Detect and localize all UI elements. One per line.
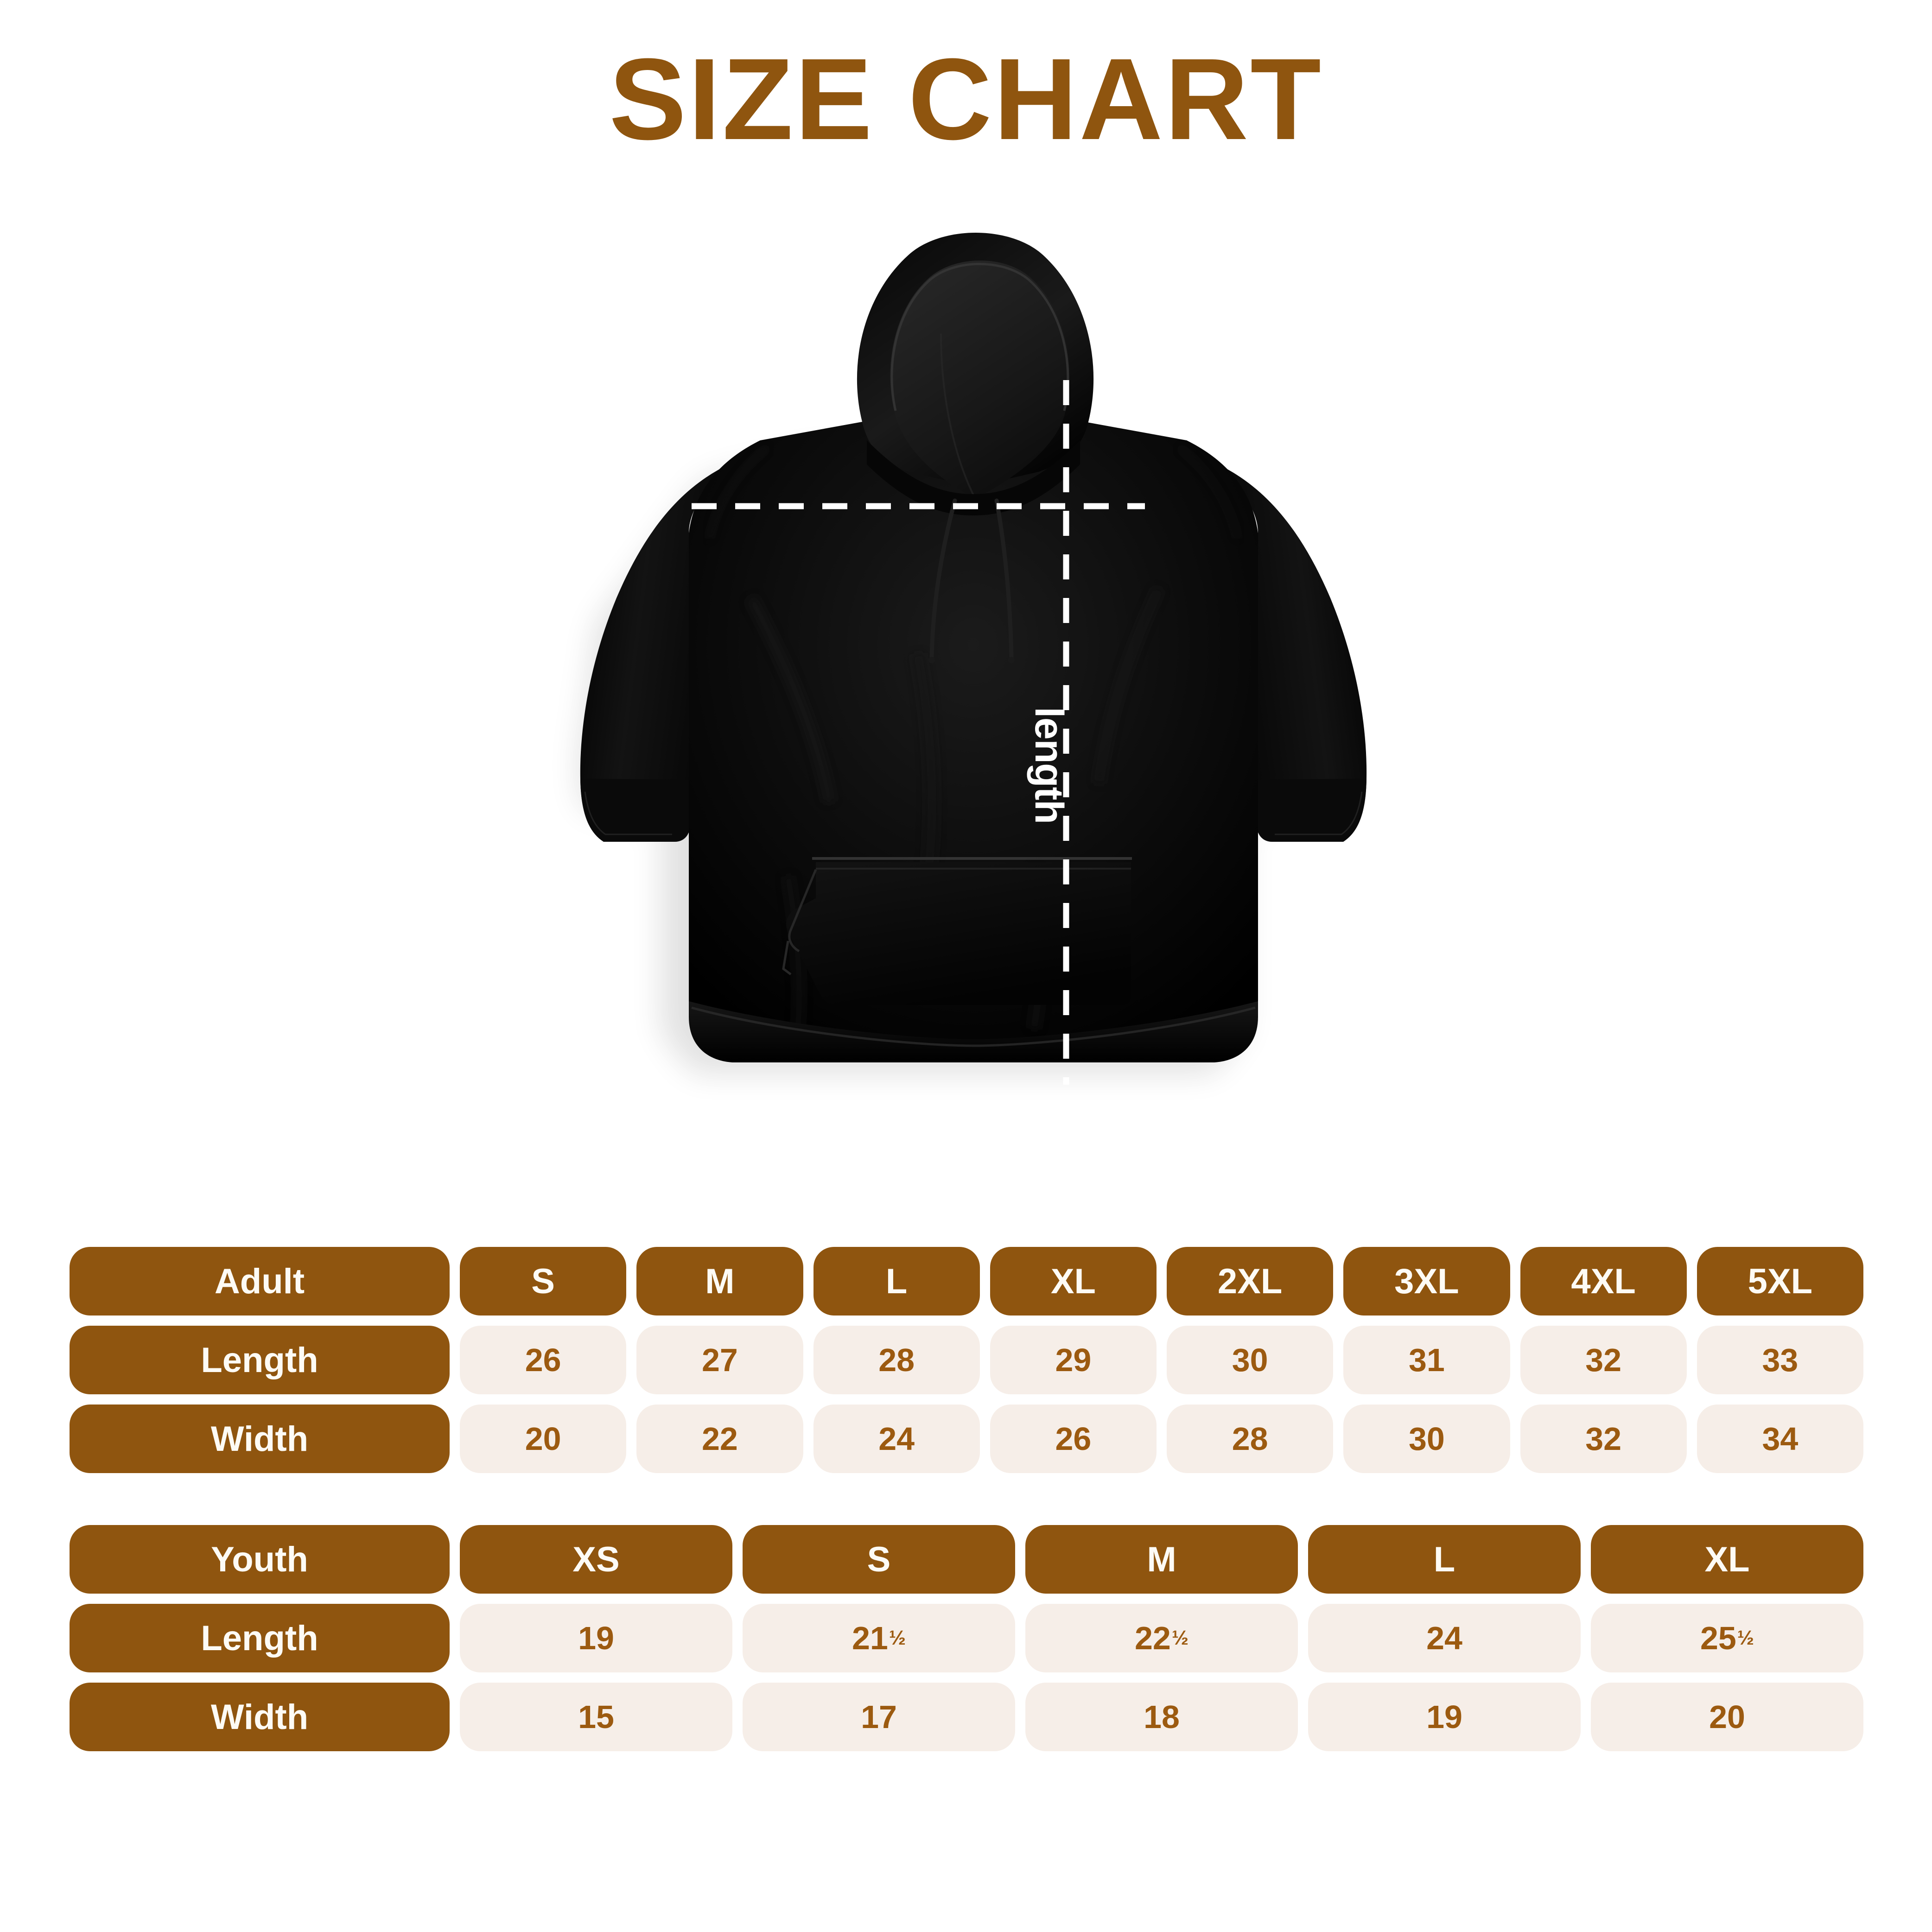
youth-column-s: S <box>743 1525 1015 1594</box>
youth-column-xs: XS <box>460 1525 732 1594</box>
adult-width-row: Width 20 22 24 26 28 30 32 34 <box>70 1405 1863 1473</box>
adult-width-4xl: 32 <box>1520 1405 1687 1473</box>
youth-width-l: 19 <box>1308 1683 1581 1751</box>
hoodie-left-cuff <box>580 779 691 842</box>
youth-column-xl: XL <box>1591 1525 1863 1594</box>
youth-width-s: 17 <box>743 1683 1015 1751</box>
adult-table-label: Adult <box>70 1247 450 1316</box>
youth-header-row: Youth XS S M L XL <box>70 1525 1863 1594</box>
adult-width-s: 20 <box>460 1405 627 1473</box>
adult-width-xl: 26 <box>990 1405 1157 1473</box>
adult-length-xl: 29 <box>990 1326 1157 1394</box>
hoodie-right-cuff <box>1256 779 1366 842</box>
hoodie-hood-lining <box>890 261 1070 499</box>
hoodie-graphic <box>580 233 1367 1085</box>
hoodie-hem <box>689 1001 1258 1062</box>
size-tables: Adult S M L XL 2XL 3XL 4XL 5XL Length 26… <box>70 1247 1863 1751</box>
adult-header-row: Adult S M L XL 2XL 3XL 4XL 5XL <box>70 1247 1863 1316</box>
adult-width-5xl: 34 <box>1697 1405 1863 1473</box>
youth-length-xl: 25 ½ <box>1591 1604 1863 1672</box>
adult-column-4xl: 4XL <box>1520 1247 1687 1316</box>
adult-column-m: M <box>636 1247 803 1316</box>
youth-width-label: Width <box>70 1683 450 1751</box>
adult-length-m: 27 <box>636 1326 803 1394</box>
youth-length-l: 24 <box>1308 1604 1581 1672</box>
width-measure-label: width <box>756 299 858 344</box>
youth-length-s: 21 ½ <box>743 1604 1015 1672</box>
adult-column-3xl: 3XL <box>1343 1247 1510 1316</box>
adult-length-3xl: 31 <box>1343 1326 1510 1394</box>
adult-width-label: Width <box>70 1405 450 1473</box>
adult-length-4xl: 32 <box>1520 1326 1687 1394</box>
adult-length-label: Length <box>70 1326 450 1394</box>
adult-length-2xl: 30 <box>1167 1326 1334 1394</box>
youth-width-row: Width 15 17 18 19 20 <box>70 1683 1863 1751</box>
page-title: SIZE CHART <box>609 34 1323 164</box>
youth-width-xs: 15 <box>460 1683 732 1751</box>
adult-width-m: 22 <box>636 1405 803 1473</box>
adult-column-s: S <box>460 1247 627 1316</box>
youth-column-m: M <box>1025 1525 1298 1594</box>
hoodie-left-sleeve <box>580 459 742 839</box>
adult-column-5xl: 5XL <box>1697 1247 1863 1316</box>
youth-width-m: 18 <box>1025 1683 1298 1751</box>
adult-length-s: 26 <box>460 1326 627 1394</box>
youth-table-label: Youth <box>70 1525 450 1594</box>
youth-length-m: 22 ½ <box>1025 1604 1298 1672</box>
adult-column-l: L <box>813 1247 980 1316</box>
adult-width-2xl: 28 <box>1167 1405 1334 1473</box>
youth-length-xs: 19 <box>460 1604 732 1672</box>
adult-width-l: 24 <box>813 1405 980 1473</box>
youth-size-table: Youth XS S M L XL Length 19 21 ½ 22 ½ 24 2… <box>70 1525 1863 1751</box>
adult-width-3xl: 30 <box>1343 1405 1510 1473</box>
length-measure-label: length <box>1027 707 1071 824</box>
youth-width-xl: 20 <box>1591 1683 1863 1751</box>
hoodie-right-sleeve <box>1205 459 1367 839</box>
hoodie-illustration: width length <box>464 181 1483 1210</box>
adult-length-5xl: 33 <box>1697 1326 1863 1394</box>
youth-length-row: Length 19 21 ½ 22 ½ 24 25 ½ <box>70 1604 1863 1672</box>
adult-length-l: 28 <box>813 1326 980 1394</box>
adult-length-row: Length 26 27 28 29 30 31 32 33 <box>70 1326 1863 1394</box>
hoodie-pocket <box>786 862 1131 1005</box>
youth-column-l: L <box>1308 1525 1581 1594</box>
adult-size-table: Adult S M L XL 2XL 3XL 4XL 5XL Length 26… <box>70 1247 1863 1473</box>
hoodie-drawstrings <box>929 498 1014 661</box>
adult-column-xl: XL <box>990 1247 1157 1316</box>
table-spacer <box>70 1473 1863 1525</box>
adult-column-2xl: 2XL <box>1167 1247 1334 1316</box>
youth-length-label: Length <box>70 1604 450 1672</box>
hoodie-collar <box>867 440 1080 515</box>
